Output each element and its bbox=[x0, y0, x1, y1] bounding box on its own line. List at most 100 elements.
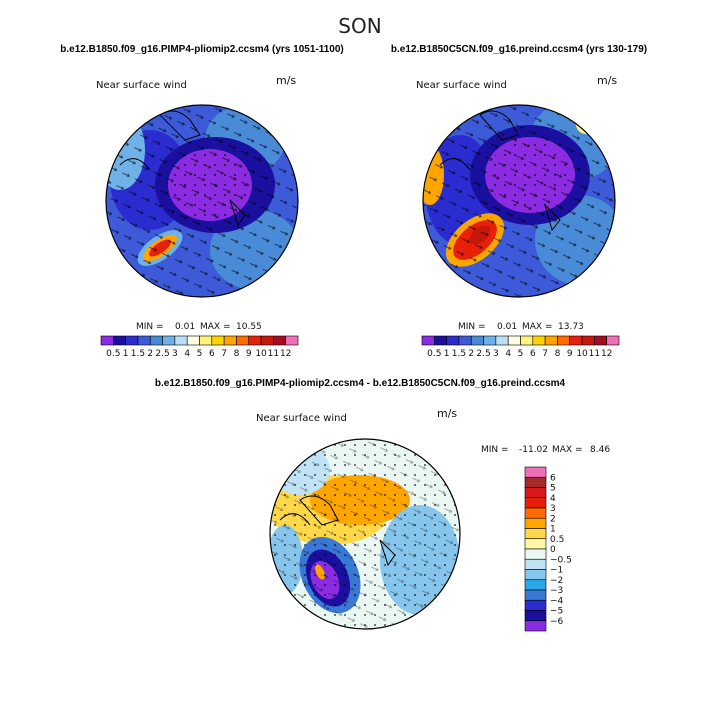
colorbar-preind-tick: 11 bbox=[589, 349, 600, 359]
colorbar-pliomip-swatch bbox=[149, 335, 163, 346]
colorbar-preind-tick: 8 bbox=[555, 349, 561, 359]
colorbar-preind-swatch bbox=[483, 335, 497, 346]
colorbar-pliomip-swatch bbox=[248, 335, 262, 346]
map-difference bbox=[270, 439, 460, 629]
stat-min-label-difference: MIN = bbox=[481, 445, 509, 455]
colorbar-difference-tick: 0 bbox=[550, 545, 556, 555]
colorbar-preind-swatch bbox=[507, 335, 521, 346]
colorbar-preind-tick: 4 bbox=[505, 349, 511, 359]
colorbar-difference-swatch bbox=[524, 579, 547, 591]
colorbar-difference-swatch bbox=[524, 620, 547, 632]
colorbar-preind-tick: 9 bbox=[567, 349, 573, 359]
colorbar-pliomip-swatch bbox=[162, 335, 176, 346]
colorbar-difference-swatch bbox=[524, 476, 547, 488]
colorbar-preind-tick: 2 bbox=[468, 349, 474, 359]
colorbar-preind-swatch bbox=[458, 335, 472, 346]
colorbar-preind-tick: 7 bbox=[542, 349, 548, 359]
colorbar-pliomip-swatch bbox=[125, 335, 139, 346]
panel-pliomip-units: m/s bbox=[276, 74, 296, 87]
colorbar-preind-swatch bbox=[532, 335, 546, 346]
colorbar-difference-swatch bbox=[524, 497, 547, 509]
colorbar-difference-swatch bbox=[524, 569, 547, 581]
colorbar-pliomip-tick: 1.5 bbox=[131, 349, 145, 359]
colorbar-difference-swatch bbox=[524, 487, 547, 499]
colorbar-preind-tick: 3 bbox=[493, 349, 499, 359]
colorbar-difference-swatch bbox=[524, 548, 547, 560]
colorbar-pliomip-tick: 3 bbox=[172, 349, 178, 359]
colorbar-preind-tick: 1 bbox=[444, 349, 450, 359]
colorbar-pliomip-tick: 1 bbox=[123, 349, 129, 359]
colorbar-difference-swatch bbox=[524, 589, 547, 601]
panel-preind-units: m/s bbox=[597, 74, 617, 87]
colorbar-preind: 0.5 1 1.5 2 2.5 3 4 5 6 7 8 9 10 11 12 bbox=[421, 335, 620, 359]
colorbar-preind-swatch bbox=[495, 335, 509, 346]
panel-difference-title: Near surface wind bbox=[256, 413, 347, 424]
colorbar-pliomip-tick: 0.5 bbox=[106, 349, 120, 359]
colorbar-preind-tick: 12 bbox=[601, 349, 612, 359]
colorbar-difference-tick: −3 bbox=[550, 586, 563, 596]
colorbar-difference-tick: −5 bbox=[550, 607, 563, 617]
colorbar-preind-tick: 10 bbox=[576, 349, 588, 359]
colorbar-preind-swatch bbox=[434, 335, 447, 346]
colorbar-pliomip-tick: 10 bbox=[255, 349, 267, 359]
colorbar-difference-tick: −0.5 bbox=[550, 555, 572, 565]
colorbar-preind-swatch bbox=[470, 335, 484, 346]
stat-min-label-preind: MIN = bbox=[458, 322, 486, 332]
colorbar-pliomip-swatch bbox=[113, 335, 126, 346]
colorbar-preind-tick: 0.5 bbox=[427, 349, 441, 359]
case-label-preind: b.e12.B1850C5CN.f09_g16.preind.ccsm4 (yr… bbox=[391, 44, 647, 55]
colorbar-preind-tick: 5 bbox=[518, 349, 524, 359]
colorbar-difference-tick: 3 bbox=[550, 504, 556, 514]
colorbar-preind-swatch bbox=[557, 335, 571, 346]
colorbar-preind-swatch bbox=[544, 335, 558, 346]
colorbar-pliomip-swatch bbox=[137, 335, 151, 346]
colorbar-difference-swatch bbox=[524, 610, 547, 622]
panel-pliomip: b.e12.B1850.f09_g16.PIMP4-pliomip2.ccsm4… bbox=[60, 44, 344, 359]
colorbar-pliomip-swatch bbox=[199, 335, 213, 346]
stat-min-value-pliomip: 0.01 bbox=[175, 322, 195, 332]
colorbar-pliomip-tick: 11 bbox=[268, 349, 279, 359]
colorbar-difference-tick: −2 bbox=[550, 576, 563, 586]
colorbar-pliomip-tick: 8 bbox=[234, 349, 240, 359]
colorbar-difference-tick: −1 bbox=[550, 566, 563, 576]
colorbar-preind-tick: 1.5 bbox=[452, 349, 466, 359]
colorbar-preind-swatch bbox=[606, 335, 620, 346]
colorbar-difference-tick: −6 bbox=[550, 617, 564, 627]
stat-max-label-difference: MAX = bbox=[552, 445, 583, 455]
colorbar-difference-swatch bbox=[524, 558, 547, 570]
colorbar-difference-swatch bbox=[524, 528, 547, 540]
colorbar-pliomip-swatch bbox=[100, 335, 114, 346]
colorbar-difference-tick: 4 bbox=[550, 494, 556, 504]
panel-pliomip-title: Near surface wind bbox=[96, 80, 187, 91]
panel-preind-title: Near surface wind bbox=[416, 80, 507, 91]
map-preind bbox=[423, 105, 615, 297]
map-pliomip bbox=[106, 105, 298, 297]
colorbar-difference-swatch bbox=[524, 599, 547, 611]
colorbar-difference-swatch bbox=[524, 538, 547, 550]
panel-difference-units: m/s bbox=[437, 407, 457, 420]
colorbar-difference-swatch bbox=[524, 466, 547, 478]
colorbar-pliomip-swatch bbox=[260, 335, 274, 346]
colorbar-pliomip: 0.5 1 1.5 2 2.5 3 4 5 6 7 8 9 10 11 12 bbox=[100, 335, 299, 359]
colorbar-preind-swatch bbox=[594, 335, 607, 346]
case-label-pliomip: b.e12.B1850.f09_g16.PIMP4-pliomip2.ccsm4… bbox=[60, 44, 344, 55]
stat-max-value-difference: 8.46 bbox=[590, 445, 610, 455]
colorbar-pliomip-swatch bbox=[174, 335, 188, 346]
stat-min-value-preind: 0.01 bbox=[497, 322, 517, 332]
colorbar-preind-swatch bbox=[446, 335, 460, 346]
colorbar-pliomip-swatch bbox=[223, 335, 237, 346]
season-title: SON bbox=[338, 14, 381, 38]
colorbar-difference-tick: 2 bbox=[550, 514, 556, 524]
case-label-difference: b.e12.B1850.f09_g16.PIMP4-pliomip2.ccsm4… bbox=[155, 378, 566, 389]
colorbar-pliomip-swatch bbox=[211, 335, 225, 346]
colorbar-preind-tick: 2.5 bbox=[476, 349, 490, 359]
stat-max-label-preind: MAX = bbox=[522, 322, 553, 332]
colorbar-pliomip-tick: 5 bbox=[197, 349, 203, 359]
colorbar-pliomip-swatch bbox=[273, 335, 286, 346]
colorbar-pliomip-tick: 2 bbox=[147, 349, 153, 359]
colorbar-pliomip-tick: 7 bbox=[221, 349, 227, 359]
colorbar-difference-swatch bbox=[524, 517, 547, 529]
stat-max-label-pliomip: MAX = bbox=[200, 322, 231, 332]
